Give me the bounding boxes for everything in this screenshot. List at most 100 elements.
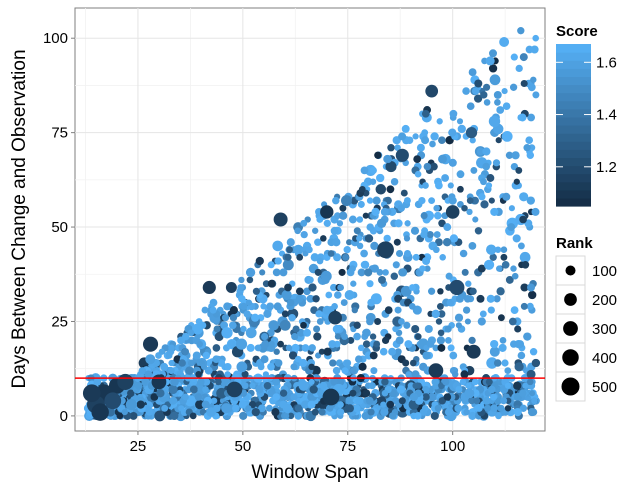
scatter-point (514, 362, 524, 372)
scatter-point (448, 158, 457, 167)
scatter-point (435, 318, 443, 325)
scatter-point (343, 246, 351, 254)
scatter-point (344, 359, 352, 367)
scatter-point (375, 184, 387, 195)
scatter-point (383, 234, 391, 243)
colorbar-band (556, 108, 591, 118)
scatter-point (356, 216, 364, 223)
scatter-point (168, 359, 175, 367)
rank-key-label: 400 (592, 350, 617, 367)
rank-key-symbol (563, 321, 578, 336)
colorbar-band (556, 60, 591, 69)
scatter-point (337, 401, 344, 408)
scatter-point (121, 408, 128, 416)
scatter-point (340, 299, 348, 307)
scatter-point (433, 204, 440, 212)
x-tick-label: 100 (440, 438, 465, 455)
scatter-point (287, 412, 295, 420)
scatter-point (403, 197, 411, 205)
scatter-point (484, 404, 491, 412)
scatter-point (426, 340, 435, 348)
rank-legend-title: Rank (556, 235, 593, 252)
rank-key-label: 300 (592, 321, 617, 338)
scatter-point (195, 371, 202, 378)
scatter-point (426, 231, 434, 239)
scatter-point (206, 407, 216, 417)
scatter-point (127, 389, 135, 397)
scatter-point (216, 387, 227, 399)
scatter-point (314, 268, 322, 276)
scatter-point (125, 398, 138, 411)
scatter-point (431, 378, 440, 386)
scatter-point (274, 359, 283, 367)
scatter-point (294, 355, 302, 363)
scatter-point (397, 204, 405, 212)
scatter-point (464, 388, 475, 399)
scatter-point-large (226, 381, 243, 398)
scatter-point (438, 219, 446, 228)
scatter-point (411, 370, 420, 379)
scatter-point (187, 329, 195, 337)
scatter-point (291, 333, 299, 341)
scatter-point (500, 397, 508, 405)
scatter-point (371, 207, 380, 216)
scatter-point (129, 411, 138, 420)
scatter-point (352, 404, 361, 413)
scatter-point (332, 238, 341, 247)
scatter-point (434, 404, 442, 412)
scatter-point (412, 253, 420, 261)
scatter-point (483, 83, 491, 91)
scatter-point (374, 151, 382, 159)
scatter-point (445, 272, 453, 280)
scatter-point (403, 321, 411, 329)
scatter-point-large (202, 280, 216, 295)
scatter-point (526, 151, 535, 160)
scatter-point (185, 366, 194, 375)
scatter-point (284, 253, 292, 261)
scatter-point (334, 291, 342, 299)
scatter-point (224, 363, 232, 371)
scatter-point (267, 328, 275, 337)
scatter-point (288, 351, 298, 360)
scatter-point (395, 336, 404, 345)
rank-key-symbol (562, 349, 579, 366)
scatter-point (428, 197, 436, 205)
scatter-point (290, 393, 298, 401)
scatter-point (476, 147, 485, 156)
scatter-point (489, 346, 500, 357)
scatter-point (366, 197, 374, 204)
scatter-point (448, 196, 457, 205)
scatter-point (223, 302, 232, 311)
scatter-point (382, 269, 389, 276)
scatter-point (93, 378, 102, 386)
scatter-point (488, 197, 495, 204)
scatter-point (480, 91, 488, 99)
scatter-point (347, 337, 355, 344)
scatter-point (373, 340, 381, 348)
scatter-point-large (142, 336, 159, 352)
x-axis-ticks: 25 50 75 100 (130, 431, 465, 455)
scatter-point (168, 344, 175, 352)
scatter-point-large (445, 205, 460, 219)
scatter-point (483, 99, 491, 106)
scatter-point-large (151, 374, 167, 390)
scatter-point (531, 207, 540, 216)
scatter-point (451, 371, 459, 378)
scatter-point (485, 182, 493, 189)
scatter-point (436, 336, 445, 345)
scatter-point (362, 328, 371, 337)
colorbar-band (556, 197, 591, 207)
scatter-point (308, 363, 315, 371)
scatter-point (238, 276, 245, 284)
scatter-point (367, 299, 375, 307)
scatter-point (262, 371, 269, 378)
scatter-point (219, 377, 228, 386)
scatter-point (380, 207, 389, 216)
scatter-point (493, 295, 501, 303)
scatter-point (469, 137, 476, 144)
scatter-point (292, 325, 300, 333)
scatter-point (279, 319, 291, 331)
scatter-point (279, 400, 288, 409)
scatter-point (489, 49, 497, 58)
scatter-point (480, 178, 487, 186)
